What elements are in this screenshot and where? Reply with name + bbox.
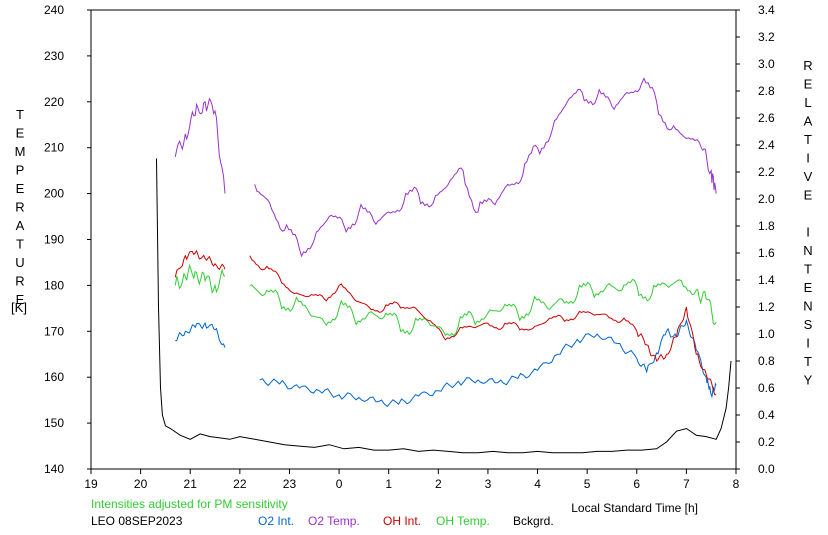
left-tick-label: 150 [44, 416, 64, 430]
axis-label-letter: T [804, 132, 812, 147]
right-tick-label: 0.4 [758, 408, 775, 422]
x-tick-label: 21 [184, 477, 198, 491]
axis-label-letter: T [16, 237, 24, 252]
axis-label-letter: N [803, 243, 812, 258]
axis-label-letter: E [16, 181, 25, 196]
x-tick-label: 2 [435, 477, 442, 491]
axis-label-letter: R [15, 274, 24, 289]
right-tick-label: 0.0 [758, 462, 775, 476]
legend-oh-temp: OH Temp. [436, 514, 490, 528]
x-tick-label: 22 [233, 477, 247, 491]
right-tick-label: 1.0 [758, 327, 775, 341]
right-tick-label: 0.2 [758, 435, 775, 449]
x-tick-label: 8 [733, 477, 740, 491]
left-tick-label: 220 [44, 95, 64, 109]
station-label: LEO 08SEP2023 [91, 514, 183, 528]
right-tick-label: 3.2 [758, 30, 775, 44]
axis-label-letter: M [15, 144, 26, 159]
axis-label-letter: E [804, 280, 813, 295]
left-axis-unit: [K] [11, 300, 27, 315]
x-tick-label: 3 [485, 477, 492, 491]
left-tick-label: 200 [44, 187, 64, 201]
x-axis-label: Local Standard Time [h] [571, 501, 698, 515]
left-tick-label: 190 [44, 233, 64, 247]
right-tick-label: 2.2 [758, 165, 775, 179]
axis-label-letter: R [803, 58, 812, 73]
axis-label-letter: E [804, 77, 813, 92]
axis-label-letter: T [804, 354, 812, 369]
right-tick-label: 2.4 [758, 138, 775, 152]
axis-label-letter: N [803, 299, 812, 314]
right-tick-label: 3.0 [758, 57, 775, 71]
x-tick-label: 19 [84, 477, 98, 491]
series-line [175, 321, 226, 348]
sensitivity-note: Intensities adjusted for PM sensitivity [91, 497, 288, 511]
plot-frame [90, 9, 737, 470]
right-tick-label: 0.8 [758, 354, 775, 368]
series-line [156, 158, 732, 454]
left-tick-label: 170 [44, 324, 64, 338]
x-tick-label: 1 [385, 477, 392, 491]
right-axis-ticks: 0.0 0.2 0.4 0.6 0.8 1.0 1.2 1.4 1.6 1.8 2.0 2.2 2.4 2… [736, 3, 775, 476]
right-tick-label: 1.6 [758, 246, 775, 260]
axis-label-letter: V [804, 169, 813, 184]
left-tick-label: 180 [44, 278, 64, 292]
left-tick-label: 140 [44, 462, 64, 476]
x-tick-label: 7 [683, 477, 690, 491]
x-axis-ticks: 19 20 21 22 23 0 1 2 3 4 5 6 7 8 [84, 469, 740, 491]
x-tick-label: 4 [534, 477, 541, 491]
series-line [174, 249, 226, 278]
legend-oh-int: OH Int. [383, 514, 421, 528]
axis-label-letter: E [16, 126, 25, 141]
left-tick-label: 240 [44, 3, 64, 17]
right-tick-label: 1.4 [758, 273, 775, 287]
left-axis-ticks: 140 150 160 170 180 190 200 210 220 230 240 [44, 3, 91, 476]
axis-label-letter: I [806, 225, 810, 240]
axis-label-letter: T [16, 107, 24, 122]
axis-label-letter: I [806, 151, 810, 166]
x-tick-label: 5 [584, 477, 591, 491]
series-line [259, 318, 717, 408]
right-tick-label: 2.8 [758, 84, 775, 98]
axis-label-letter: U [15, 255, 24, 270]
x-tick-label: 23 [283, 477, 297, 491]
x-tick-label: 6 [633, 477, 640, 491]
left-tick-label: 210 [44, 141, 64, 155]
left-tick-label: 230 [44, 49, 64, 63]
series-line [249, 255, 717, 396]
right-tick-label: 2.6 [758, 111, 775, 125]
right-tick-label: 3.4 [758, 3, 775, 17]
x-tick-label: 20 [134, 477, 148, 491]
x-tick-label: 0 [336, 477, 343, 491]
axis-label-letter: A [16, 218, 25, 233]
legend-o2-temp: O2 Temp. [308, 514, 360, 528]
axis-label-letter: P [16, 163, 25, 178]
axis-label-letter: Y [804, 373, 813, 388]
series-line [249, 278, 717, 337]
right-tick-label: 0.6 [758, 381, 775, 395]
axis-label-letter: E [16, 292, 25, 307]
left-tick-label: 160 [44, 370, 64, 384]
axis-label-letter: L [804, 95, 811, 110]
right-tick-label: 1.8 [758, 219, 775, 233]
right-tick-label: 1.2 [758, 300, 775, 314]
series-line [174, 263, 226, 295]
series-line [254, 77, 717, 258]
right-tick-label: 2.0 [758, 192, 775, 206]
axis-label-letter: R [15, 200, 24, 215]
axis-label-letter: S [804, 317, 813, 332]
legend-background: Bckgrd. [513, 514, 554, 528]
axis-label-letter: I [806, 336, 810, 351]
legend-o2-int: O2 Int. [258, 514, 294, 528]
series-line [174, 97, 226, 194]
axis-label-letter: T [804, 262, 812, 277]
series-layer [156, 77, 732, 454]
axis-label-letter: E [804, 188, 813, 203]
axis-label-letter: A [804, 114, 813, 129]
